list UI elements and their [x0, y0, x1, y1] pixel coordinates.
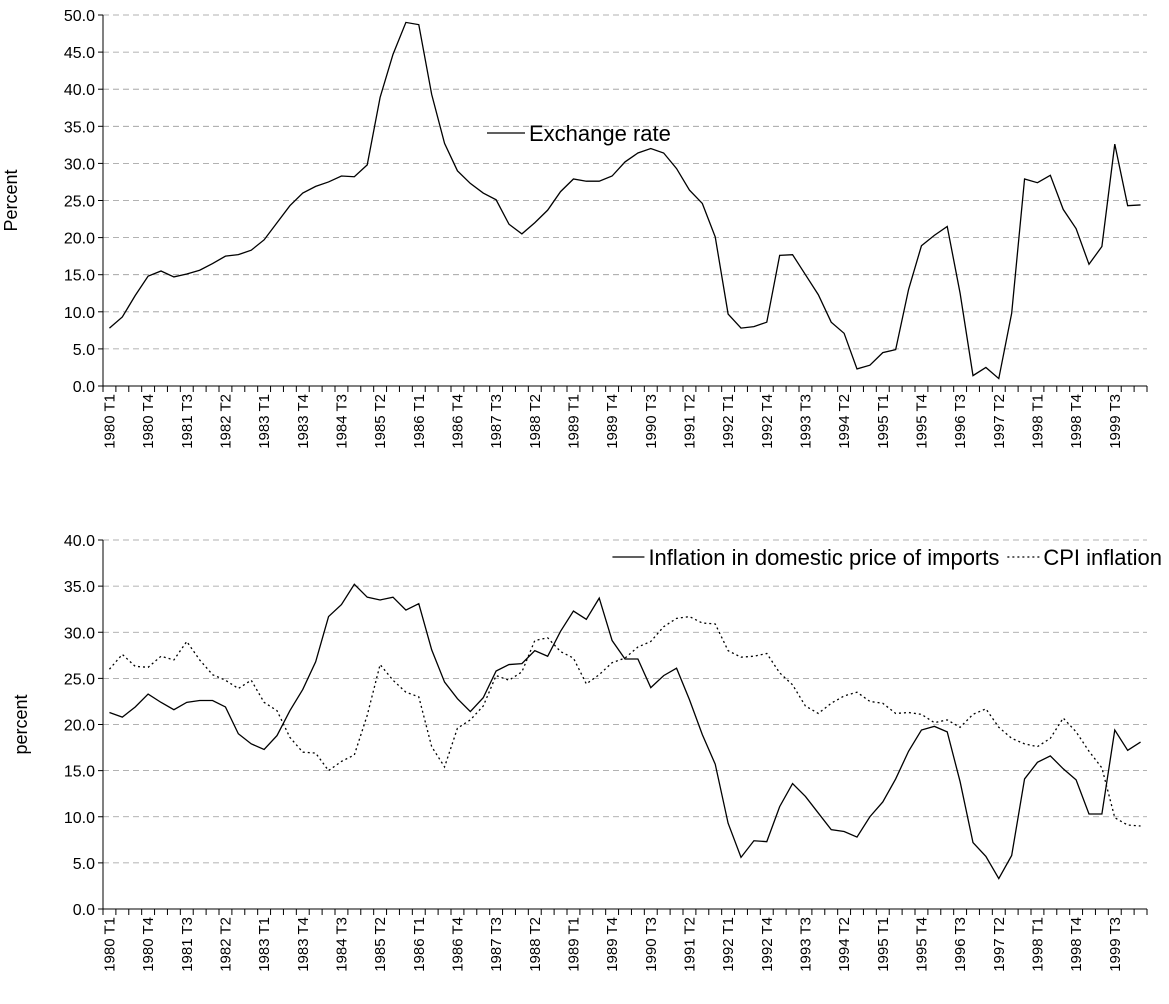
y-axis-label: Percent — [1, 169, 21, 231]
x-tick-label: 1989 T1 — [565, 394, 582, 449]
x-tick-label: 1987 T3 — [488, 917, 505, 972]
x-tick-label: 1994 T2 — [836, 917, 853, 972]
series-line — [109, 21, 1141, 380]
y-tick-label: 0.0 — [73, 902, 95, 919]
y-tick-label: 15.0 — [64, 764, 95, 781]
y-tick-label: 5.0 — [73, 856, 95, 873]
x-tick-label: 1980 T4 — [140, 917, 157, 972]
x-tick-label: 1988 T2 — [527, 917, 544, 972]
legend-label: CPI inflation — [1043, 545, 1162, 570]
y-tick-label: 35.0 — [64, 579, 95, 596]
y-axis-label: percent — [11, 694, 31, 754]
x-tick-label: 1982 T2 — [217, 394, 234, 449]
x-tick-label: 1998 T4 — [1068, 917, 1085, 972]
y-tick-label: 15.0 — [64, 268, 95, 285]
x-tick-label: 1992 T1 — [720, 394, 737, 449]
x-tick-label: 1985 T2 — [372, 394, 389, 449]
x-tick-label: 1983 T1 — [256, 917, 273, 972]
x-tick-label: 1985 T2 — [372, 917, 389, 972]
y-tick-label: 10.0 — [64, 305, 95, 322]
x-tick-label: 1999 T3 — [1107, 394, 1124, 449]
x-tick-label: 1999 T3 — [1107, 917, 1124, 972]
x-tick-label: 1987 T3 — [488, 394, 505, 449]
x-tick-label: 1990 T3 — [643, 917, 660, 972]
x-tick-label: 1994 T2 — [836, 394, 853, 449]
y-tick-label: 0.0 — [73, 379, 95, 396]
x-tick-label: 1986 T1 — [411, 394, 428, 449]
x-tick-label: 1986 T1 — [411, 917, 428, 972]
x-tick-label: 1992 T1 — [720, 917, 737, 972]
x-tick-label: 1986 T4 — [449, 394, 466, 449]
x-tick-label: 1989 T4 — [604, 394, 621, 449]
x-tick-label: 1980 T1 — [101, 394, 118, 449]
y-tick-label: 25.0 — [64, 194, 95, 211]
legend-label: Exchange rate — [529, 121, 671, 146]
x-tick-label: 1992 T4 — [759, 917, 776, 972]
x-tick-label: 1992 T4 — [759, 394, 776, 449]
y-tick-label: 20.0 — [64, 231, 95, 248]
x-tick-label: 1995 T1 — [875, 394, 892, 449]
x-tick-label: 1986 T4 — [449, 917, 466, 972]
x-tick-label: 1998 T1 — [1029, 917, 1046, 972]
x-tick-label: 1996 T3 — [952, 394, 969, 449]
x-tick-label: 1984 T3 — [333, 917, 350, 972]
y-tick-label: 30.0 — [64, 625, 95, 642]
x-tick-label: 1998 T4 — [1068, 394, 1085, 449]
x-tick-label: 1989 T1 — [565, 917, 582, 972]
y-tick-label: 50.0 — [64, 8, 95, 25]
y-tick-label: 20.0 — [64, 718, 95, 735]
y-tick-label: 25.0 — [64, 671, 95, 688]
x-tick-label: 1989 T4 — [604, 917, 621, 972]
x-tick-label: 1993 T3 — [797, 917, 814, 972]
series-line — [109, 583, 1141, 880]
y-tick-label: 45.0 — [64, 45, 95, 62]
legend-label: Inflation in domestic price of imports — [648, 545, 999, 570]
x-tick-label: 1997 T2 — [991, 917, 1008, 972]
y-tick-label: 40.0 — [64, 82, 95, 99]
x-tick-label: 1996 T3 — [952, 917, 969, 972]
x-tick-label: 1993 T3 — [797, 394, 814, 449]
y-tick-label: 5.0 — [73, 342, 95, 359]
x-tick-label: 1983 T4 — [295, 394, 312, 449]
x-tick-label: 1980 T1 — [101, 917, 118, 972]
x-tick-label: 1991 T2 — [681, 917, 698, 972]
x-tick-label: 1983 T1 — [256, 394, 273, 449]
x-tick-label: 1990 T3 — [643, 394, 660, 449]
x-tick-label: 1981 T3 — [179, 394, 196, 449]
x-tick-label: 1988 T2 — [527, 394, 544, 449]
y-tick-label: 10.0 — [64, 810, 95, 827]
x-tick-label: 1980 T4 — [140, 394, 157, 449]
x-tick-label: 1982 T2 — [217, 917, 234, 972]
x-tick-label: 1995 T1 — [875, 917, 892, 972]
x-tick-label: 1997 T2 — [991, 394, 1008, 449]
x-tick-label: 1995 T4 — [913, 394, 930, 449]
x-tick-label: 1984 T3 — [333, 394, 350, 449]
y-tick-label: 35.0 — [64, 119, 95, 136]
x-tick-label: 1995 T4 — [913, 917, 930, 972]
x-tick-label: 1981 T3 — [179, 917, 196, 972]
x-tick-label: 1998 T1 — [1029, 394, 1046, 449]
y-tick-label: 40.0 — [64, 533, 95, 550]
x-tick-label: 1983 T4 — [295, 917, 312, 972]
x-tick-label: 1991 T2 — [681, 394, 698, 449]
series-line — [108, 615, 1141, 827]
y-tick-label: 30.0 — [64, 156, 95, 173]
